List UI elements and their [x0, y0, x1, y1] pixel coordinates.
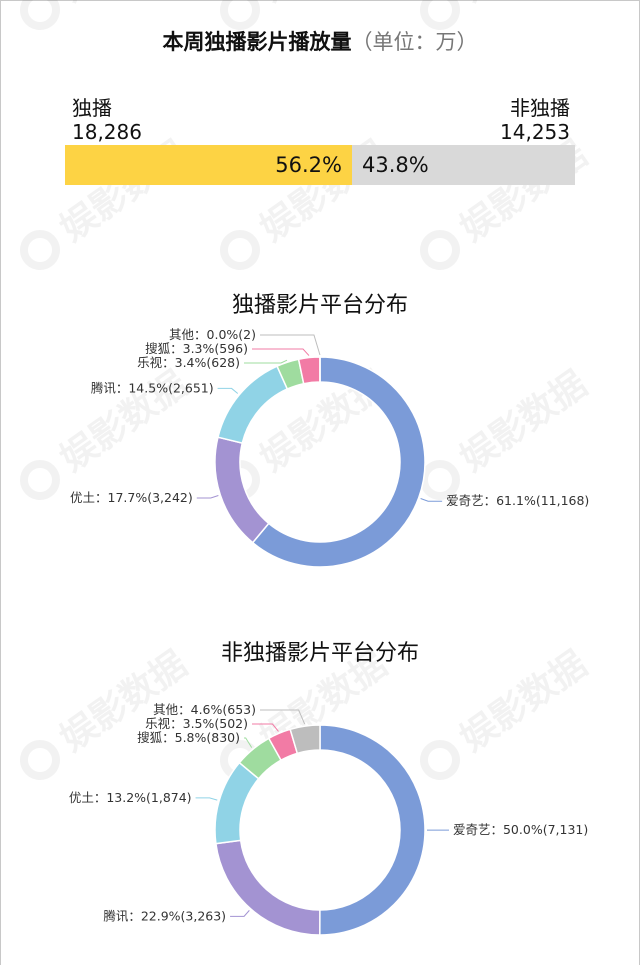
non-exclusive-label: 非独播	[510, 96, 570, 120]
non-exclusive-leader-5	[260, 709, 306, 725]
exclusive-chart-title: 独播影片平台分布	[231, 293, 408, 318]
non-exclusive-platform-donut: 爱奇艺：50.0%(7,131) 腾讯：22.9%(3,263) 优土：13.2%(…	[69, 702, 588, 936]
non-exclusive-share-bar: 43.8%	[352, 145, 575, 185]
non-exclusive-percent: 43.8%	[362, 153, 429, 177]
exclusive-share-bar: 56.2%	[65, 145, 352, 185]
non-exclusive-label-1: 腾讯：22.9%(3,263)	[103, 908, 226, 923]
non-exclusive-chart-title: 非独播影片平台分布	[220, 641, 419, 666]
non-exclusive-slice-2	[214, 761, 260, 845]
non-exclusive-slice-0	[319, 724, 426, 936]
exclusive-leader-3	[244, 359, 288, 364]
exclusive-leader-1	[196, 495, 219, 499]
page-title: 本周独播影片播放量（单位：万）	[0, 26, 640, 56]
non-exclusive-label-4: 乐视：3.5%(502)	[145, 716, 248, 731]
exclusive-label-2: 腾讯：14.5%(2,651)	[91, 380, 214, 395]
exclusive-platform-donut: 爱奇艺：61.1%(11,168) 优土：17.7%(3,242) 腾讯：14.5%…	[70, 327, 589, 568]
exclusive-label-0: 爱奇艺：61.1%(11,168)	[446, 493, 589, 508]
exclusive-leader-4	[252, 348, 310, 356]
non-exclusive-leader-4	[252, 723, 279, 732]
non-exclusive-slice-1	[215, 839, 321, 936]
exclusive-label-5: 其他：0.0%(2)	[169, 327, 256, 342]
non-exclusive-slice-5	[289, 724, 321, 755]
title-unit: （单位：万）	[351, 30, 478, 54]
non-exclusive-leader-1	[230, 910, 250, 917]
exclusive-slice-0	[251, 356, 426, 568]
exclusive-label-3: 乐视：3.4%(628)	[137, 355, 240, 370]
non-exclusive-label-5: 其他：4.6%(653)	[153, 702, 256, 717]
exclusive-label-1: 优土：17.7%(3,242)	[70, 490, 193, 505]
non-exclusive-leader-3	[244, 737, 253, 748]
non-exclusive-label-0: 爱奇艺：50.0%(7,131)	[453, 822, 588, 837]
exclusive-slice-1	[214, 436, 270, 544]
non-exclusive-leader-2	[195, 797, 218, 801]
non-exclusive-label-2: 优土：13.2%(1,874)	[69, 790, 192, 805]
exclusive-leader-0	[420, 497, 443, 502]
title-text: 本周独播影片播放量	[162, 30, 352, 54]
exclusive-slice-2	[217, 365, 289, 444]
non-exclusive-value: 14,253	[500, 120, 570, 144]
exclusive-leader-2	[217, 387, 239, 394]
exclusive-label: 独播	[72, 96, 112, 120]
exclusive-label-4: 搜狐：3.3%(596)	[145, 341, 248, 356]
exclusive-value: 18,286	[72, 120, 142, 144]
exclusive-percent: 56.2%	[275, 153, 342, 177]
non-exclusive-label-3: 搜狐：5.8%(830)	[137, 730, 240, 745]
exclusive-leader-5	[260, 334, 321, 356]
